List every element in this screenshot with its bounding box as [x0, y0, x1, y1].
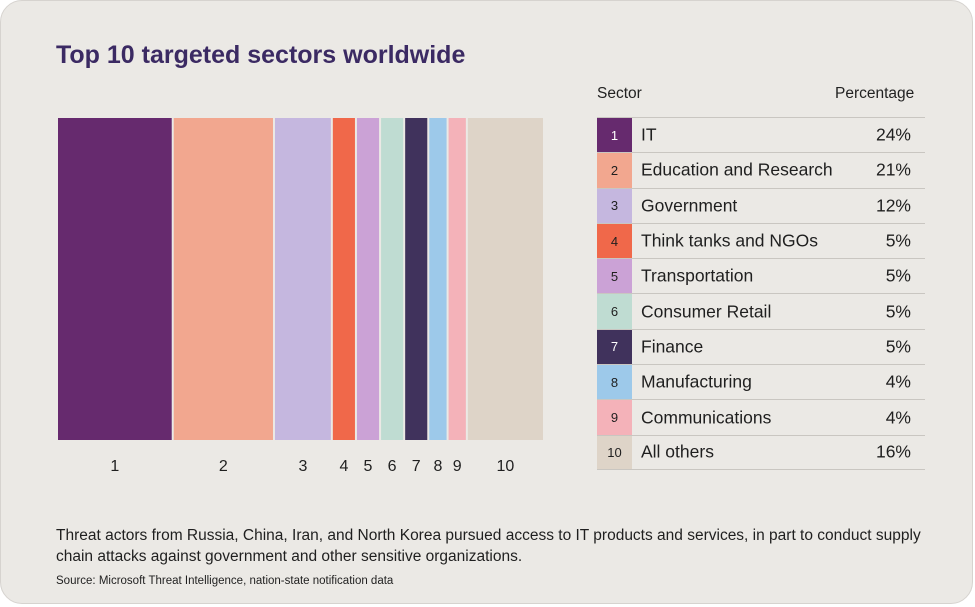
- sector-percentage: 5%: [885, 265, 911, 286]
- sector-name: Education and Research: [641, 159, 833, 180]
- sector-percentage: 21%: [875, 159, 911, 180]
- sector-percentage: 5%: [885, 301, 911, 322]
- table-row: 10 All others 16%: [597, 434, 925, 470]
- sector-name: Transportation: [641, 265, 754, 286]
- sector-percentage: 4%: [885, 371, 911, 392]
- sector-percentage: 16%: [875, 441, 911, 462]
- x-tick-label: 8: [433, 458, 442, 475]
- sector-name: Government: [641, 195, 738, 216]
- bar-10: [467, 118, 543, 440]
- sector-name: Think tanks and NGOs: [641, 230, 819, 251]
- bar-7: [405, 118, 428, 440]
- bar-1: [58, 118, 172, 440]
- sector-number-swatch: 3: [597, 188, 632, 223]
- bar-6: [381, 118, 404, 440]
- table-row: 3 Government 12%: [597, 187, 925, 223]
- x-tick-label: 1: [110, 458, 119, 475]
- sector-number-swatch: 1: [597, 118, 632, 153]
- sector-percentage: 24%: [875, 124, 911, 145]
- table-row: 1 IT 24%: [597, 117, 925, 153]
- table-row: 6 Consumer Retail 5%: [597, 293, 925, 329]
- table-row: 4 Think tanks and NGOs 5%: [597, 222, 925, 259]
- sector-name: Consumer Retail: [641, 301, 772, 322]
- x-tick-label: 9: [453, 458, 462, 475]
- sector-number-swatch: 8: [597, 365, 632, 400]
- x-tick-label: 4: [339, 458, 348, 475]
- sector-number-swatch: 4: [597, 223, 632, 259]
- chart-caption: Threat actors from Russia, China, Iran, …: [56, 527, 921, 565]
- bar-2: [173, 118, 273, 440]
- chart-title: Top 10 targeted sectors worldwide: [56, 41, 466, 69]
- sector-percentage: 5%: [885, 336, 911, 357]
- sector-name: Finance: [641, 336, 704, 357]
- x-tick-label: 6: [388, 458, 397, 475]
- bar-5: [356, 118, 380, 440]
- table-row: 2 Education and Research 21%: [597, 152, 925, 188]
- table-row: 7 Finance 5%: [597, 328, 925, 365]
- x-tick-label: 7: [412, 458, 421, 475]
- bar-8: [429, 118, 447, 440]
- percentage-column-header: Percentage: [835, 85, 915, 102]
- sector-number-swatch: 7: [597, 329, 632, 365]
- sector-name: Communications: [641, 407, 772, 428]
- sector-number-swatch: 6: [597, 294, 632, 329]
- table-row: 9 Communications 4%: [597, 399, 925, 435]
- sector-table: 1 IT 24% 2 Education and Research 21% 3 Governm…: [597, 117, 925, 470]
- table-row: 8 Manufacturing 4%: [597, 364, 925, 400]
- sector-number-swatch: 5: [597, 259, 632, 294]
- bar-4: [332, 118, 355, 440]
- sector-number-swatch: 10: [597, 435, 632, 469]
- source-note: Source: Microsoft Threat Intelligence, n…: [56, 575, 394, 587]
- sector-column-header: Sector: [597, 85, 642, 102]
- x-tick-label: 10: [497, 458, 515, 475]
- sector-name: Manufacturing: [641, 371, 752, 392]
- x-tick-label: 3: [298, 458, 307, 475]
- sector-name: IT: [641, 124, 657, 145]
- sector-number-swatch: 9: [597, 400, 632, 435]
- bar-9: [448, 118, 466, 440]
- sector-percentage: 4%: [885, 407, 911, 428]
- sector-percentage: 12%: [875, 195, 911, 216]
- sector-percentage: 5%: [885, 230, 911, 251]
- table-row: 5 Transportation 5%: [597, 258, 925, 294]
- x-tick-label: 5: [364, 458, 373, 475]
- sector-name: All others: [641, 441, 714, 462]
- bar-3: [274, 118, 331, 440]
- sector-number-swatch: 2: [597, 153, 632, 188]
- x-tick-label: 2: [219, 458, 228, 475]
